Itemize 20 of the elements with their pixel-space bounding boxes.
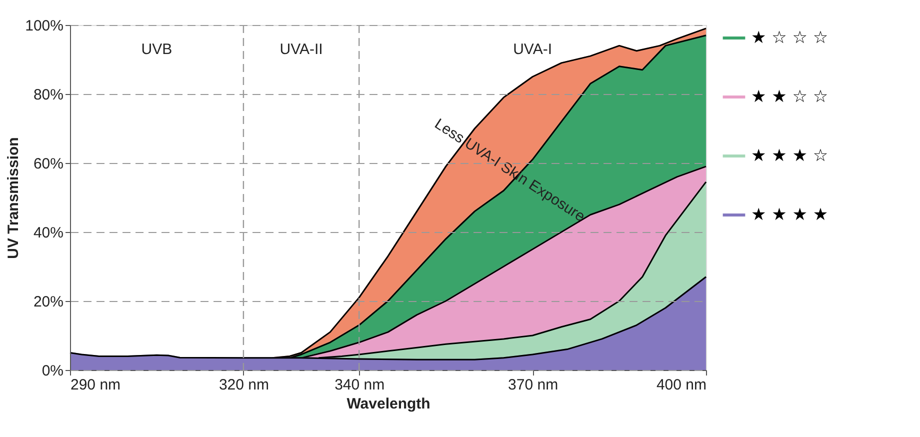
y-tick-label: 100%: [25, 18, 64, 34]
x-tick-label: 320 nm: [218, 376, 269, 394]
annotation: UVA-II: [280, 41, 323, 58]
y-tick-label: 60%: [33, 156, 64, 172]
y-tick-label: 40%: [33, 224, 64, 242]
x-tick-label: 290 nm: [70, 376, 121, 394]
legend-label: ★ ★ ★ ☆: [751, 146, 828, 166]
annotation: UVB: [141, 41, 172, 58]
legend-label: ★ ★ ★ ★: [751, 205, 828, 225]
y-axis-title: UV Transmission: [5, 137, 22, 259]
x-tick-label: 340 nm: [334, 376, 385, 394]
y-tick-label: 0%: [42, 362, 64, 380]
x-tick-label: 370 nm: [508, 376, 558, 394]
x-tick-label: 400 nm: [656, 376, 706, 394]
x-axis-title: Wavelength: [346, 396, 430, 412]
legend-label: ★ ★ ☆ ☆: [751, 87, 828, 107]
y-tick-label: 20%: [33, 294, 64, 310]
y-tick-label: 80%: [33, 86, 64, 104]
annotation: UVA-I: [513, 41, 552, 58]
legend-label: ★ ☆ ☆ ☆: [751, 28, 828, 48]
